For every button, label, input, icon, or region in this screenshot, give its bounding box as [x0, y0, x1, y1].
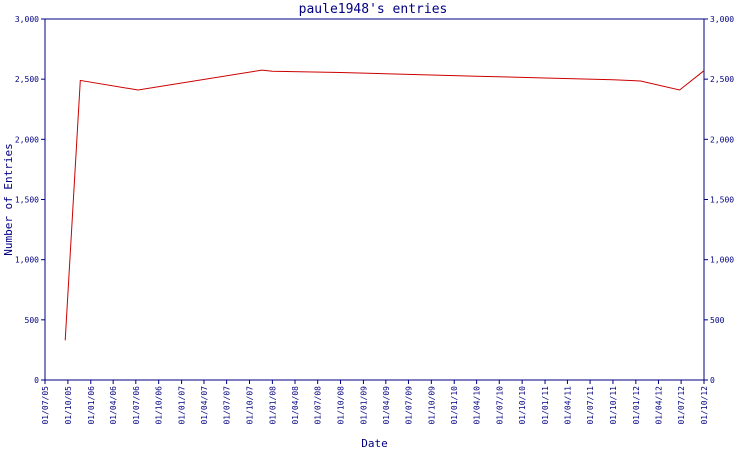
y-tick-label-right: 500 — [710, 316, 725, 325]
y-tick-label-right: 1,500 — [710, 196, 734, 205]
x-axis-title: Date — [361, 437, 388, 450]
x-tick-label: 01/04/09 — [382, 386, 391, 425]
y-tick-label-right: 3,000 — [710, 15, 734, 24]
x-tick-label: 01/04/11 — [563, 386, 572, 425]
y-tick-label-left: 2,000 — [15, 135, 39, 144]
x-tick-label: 01/04/07 — [200, 386, 209, 425]
x-tick-label: 01/04/12 — [654, 386, 663, 425]
x-tick-label: 01/01/09 — [359, 386, 368, 425]
x-tick-label: 01/10/06 — [155, 386, 164, 425]
series-line-entries — [64, 69, 705, 341]
x-tick-label: 01/10/05 — [64, 386, 73, 425]
x-tick-label: 01/10/07 — [245, 386, 254, 425]
x-tick-label: 01/01/08 — [268, 386, 277, 425]
x-tick-label: 01/07/05 — [41, 386, 50, 425]
x-tick-label: 01/10/11 — [609, 386, 618, 425]
x-tick-label: 01/04/08 — [291, 386, 300, 425]
y-axis-left: 0 500 1,000 1,500 2,000 2,500 3,000 — [15, 15, 45, 385]
x-tick-label: 01/07/07 — [223, 386, 232, 425]
x-axis: 01/07/05 01/10/05 01/01/06 01/04/06 01/07/06… — [41, 380, 709, 425]
x-tick-label: 01/07/09 — [404, 386, 413, 425]
y-tick-label-left: 2,500 — [15, 75, 39, 84]
x-tick-label: 01/07/10 — [495, 386, 504, 425]
x-tick-label: 01/07/08 — [314, 386, 323, 425]
y-tick-label-left: 1,500 — [15, 196, 39, 205]
y-tick-label-right: 0 — [710, 376, 715, 385]
x-tick-label: 01/04/06 — [109, 386, 118, 425]
y-tick-label-left: 3,000 — [15, 15, 39, 24]
y-tick-label-left: 1,000 — [15, 256, 39, 265]
x-tick-label: 01/07/06 — [132, 386, 141, 425]
y-tick-label-left: 0 — [34, 376, 39, 385]
x-tick-label: 01/10/12 — [700, 386, 709, 425]
x-tick-label: 01/10/08 — [337, 386, 346, 425]
x-tick-label: 01/07/12 — [677, 386, 686, 425]
y-tick-label-right: 1,000 — [710, 256, 734, 265]
y-axis-title: Number of Entries — [2, 143, 15, 256]
x-tick-label: 01/10/09 — [427, 386, 436, 425]
x-tick-label: 01/01/11 — [541, 386, 550, 425]
y-axis-right: 0 500 1,000 1,500 2,000 2,500 3,000 — [704, 15, 734, 385]
y-tick-label-right: 2,000 — [710, 135, 734, 144]
y-tick-label-left: 500 — [25, 316, 40, 325]
x-tick-label: 01/07/11 — [586, 386, 595, 425]
x-tick-label: 01/01/06 — [87, 386, 96, 425]
x-tick-label: 01/01/10 — [450, 386, 459, 425]
x-tick-label: 01/04/10 — [473, 386, 482, 425]
x-tick-label: 01/10/10 — [518, 386, 527, 425]
series-layer — [64, 69, 705, 341]
chart-title: paule1948's entries — [299, 2, 448, 17]
y-tick-label-right: 2,500 — [710, 75, 734, 84]
x-tick-label: 01/01/07 — [178, 386, 187, 425]
x-tick-label: 01/01/12 — [632, 386, 641, 425]
